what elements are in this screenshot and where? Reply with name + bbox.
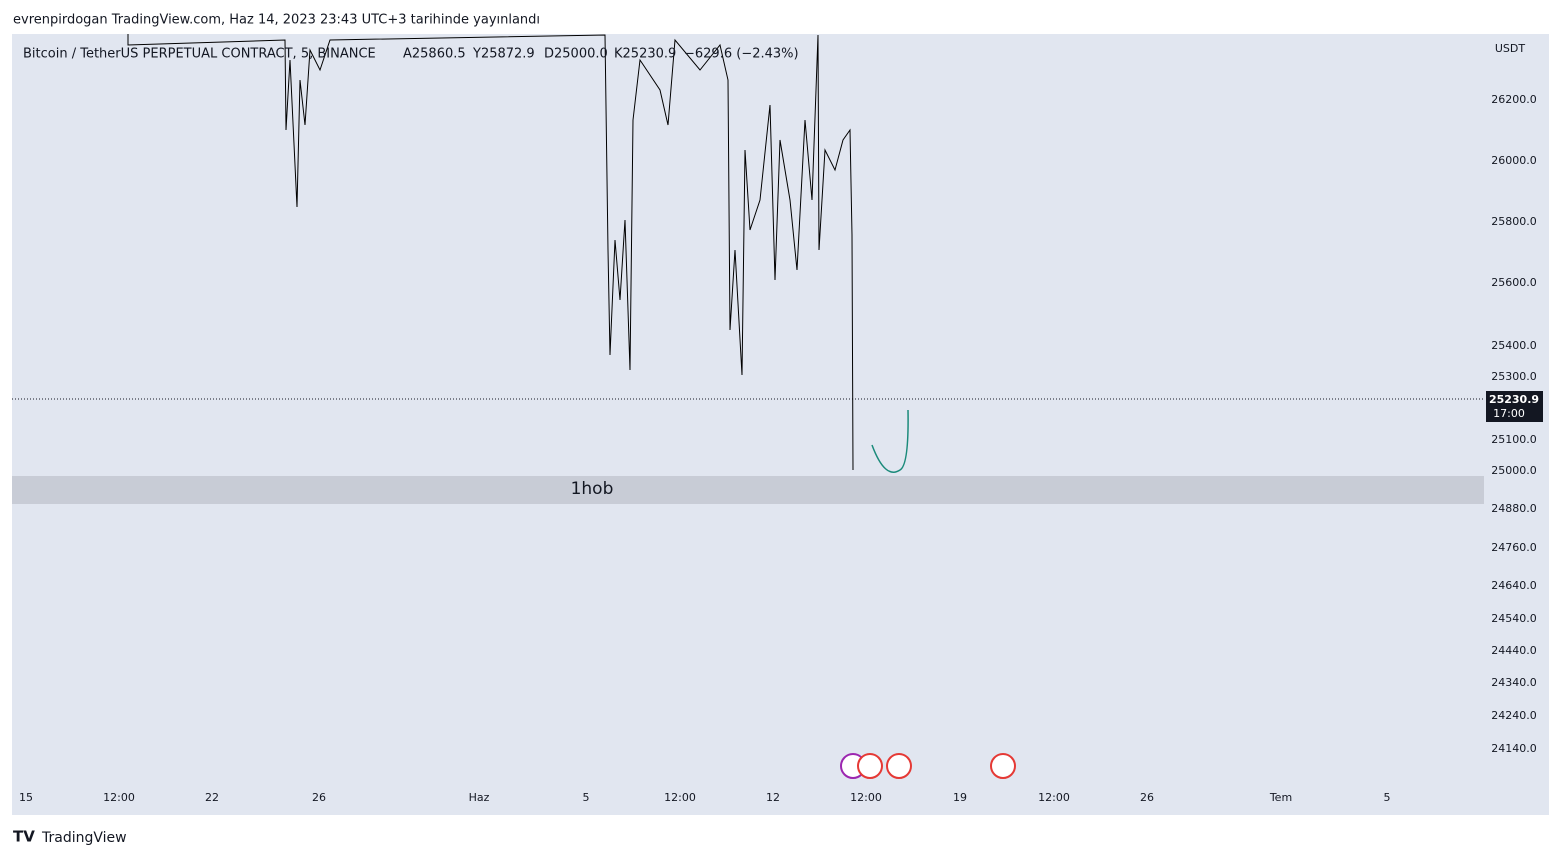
time-label: 12:00 (1038, 791, 1070, 804)
symbol: Bitcoin / TetherUS PERPETUAL CONTRACT, 5… (23, 47, 376, 62)
brand: TradingView (41, 830, 127, 846)
time-label: 26 (1140, 791, 1154, 804)
time-label: 12:00 (850, 791, 882, 804)
currency: USDT (1495, 42, 1526, 55)
zone (12, 476, 1484, 504)
current-price: 25230.9 (1489, 393, 1539, 406)
price-label: 24880.0 (1491, 502, 1537, 515)
change: −629.6 (−2.43%) (684, 47, 799, 62)
price-label: 24540.0 (1491, 612, 1537, 625)
price-label: 24640.0 (1491, 579, 1537, 592)
low: D25000.0 (544, 47, 608, 62)
price-label: 24760.0 (1491, 541, 1537, 554)
price-label: 25800.0 (1491, 215, 1537, 228)
price-label: 26000.0 (1491, 154, 1537, 167)
price-label: 24140.0 (1491, 742, 1537, 755)
time-label: 22 (205, 791, 219, 804)
high: Y25872.9 (472, 47, 535, 62)
time-label: 5 (583, 791, 590, 804)
publisher: evrenpirdogan TradingView.com, Haz 14, 2… (13, 13, 540, 28)
price-label: 24340.0 (1491, 676, 1537, 689)
time-label: 12:00 (103, 791, 135, 804)
close: K25230.9 (614, 47, 676, 62)
price-label: 26200.0 (1491, 93, 1537, 106)
time-label: Tem (1269, 791, 1292, 804)
drawing (871, 409, 909, 473)
time-label: 26 (312, 791, 326, 804)
time-label: 19 (953, 791, 967, 804)
price-label: 24440.0 (1491, 644, 1537, 657)
time-label: 12:00 (664, 791, 696, 804)
time-label: 12 (766, 791, 780, 804)
countdown: 17:00 (1493, 407, 1525, 420)
price-label: 25100.0 (1491, 433, 1537, 446)
price-label: 25600.0 (1491, 276, 1537, 289)
zone-label: 1hob (571, 479, 614, 499)
open: A25860.5 (403, 47, 466, 62)
chart-area (12, 34, 1549, 815)
price-label: 25000.0 (1491, 464, 1537, 477)
price-label: 24240.0 (1491, 709, 1537, 722)
price-label: 25300.0 (1491, 370, 1537, 383)
time-label: 5 (1384, 791, 1391, 804)
time-label: 15 (19, 791, 33, 804)
price-badge (1486, 391, 1543, 422)
price-series (127, 34, 854, 471)
event-icons (840, 753, 1016, 779)
time-label: Haz (469, 791, 490, 804)
price-label: 25400.0 (1491, 339, 1537, 352)
logo-mark: TV (13, 828, 35, 846)
